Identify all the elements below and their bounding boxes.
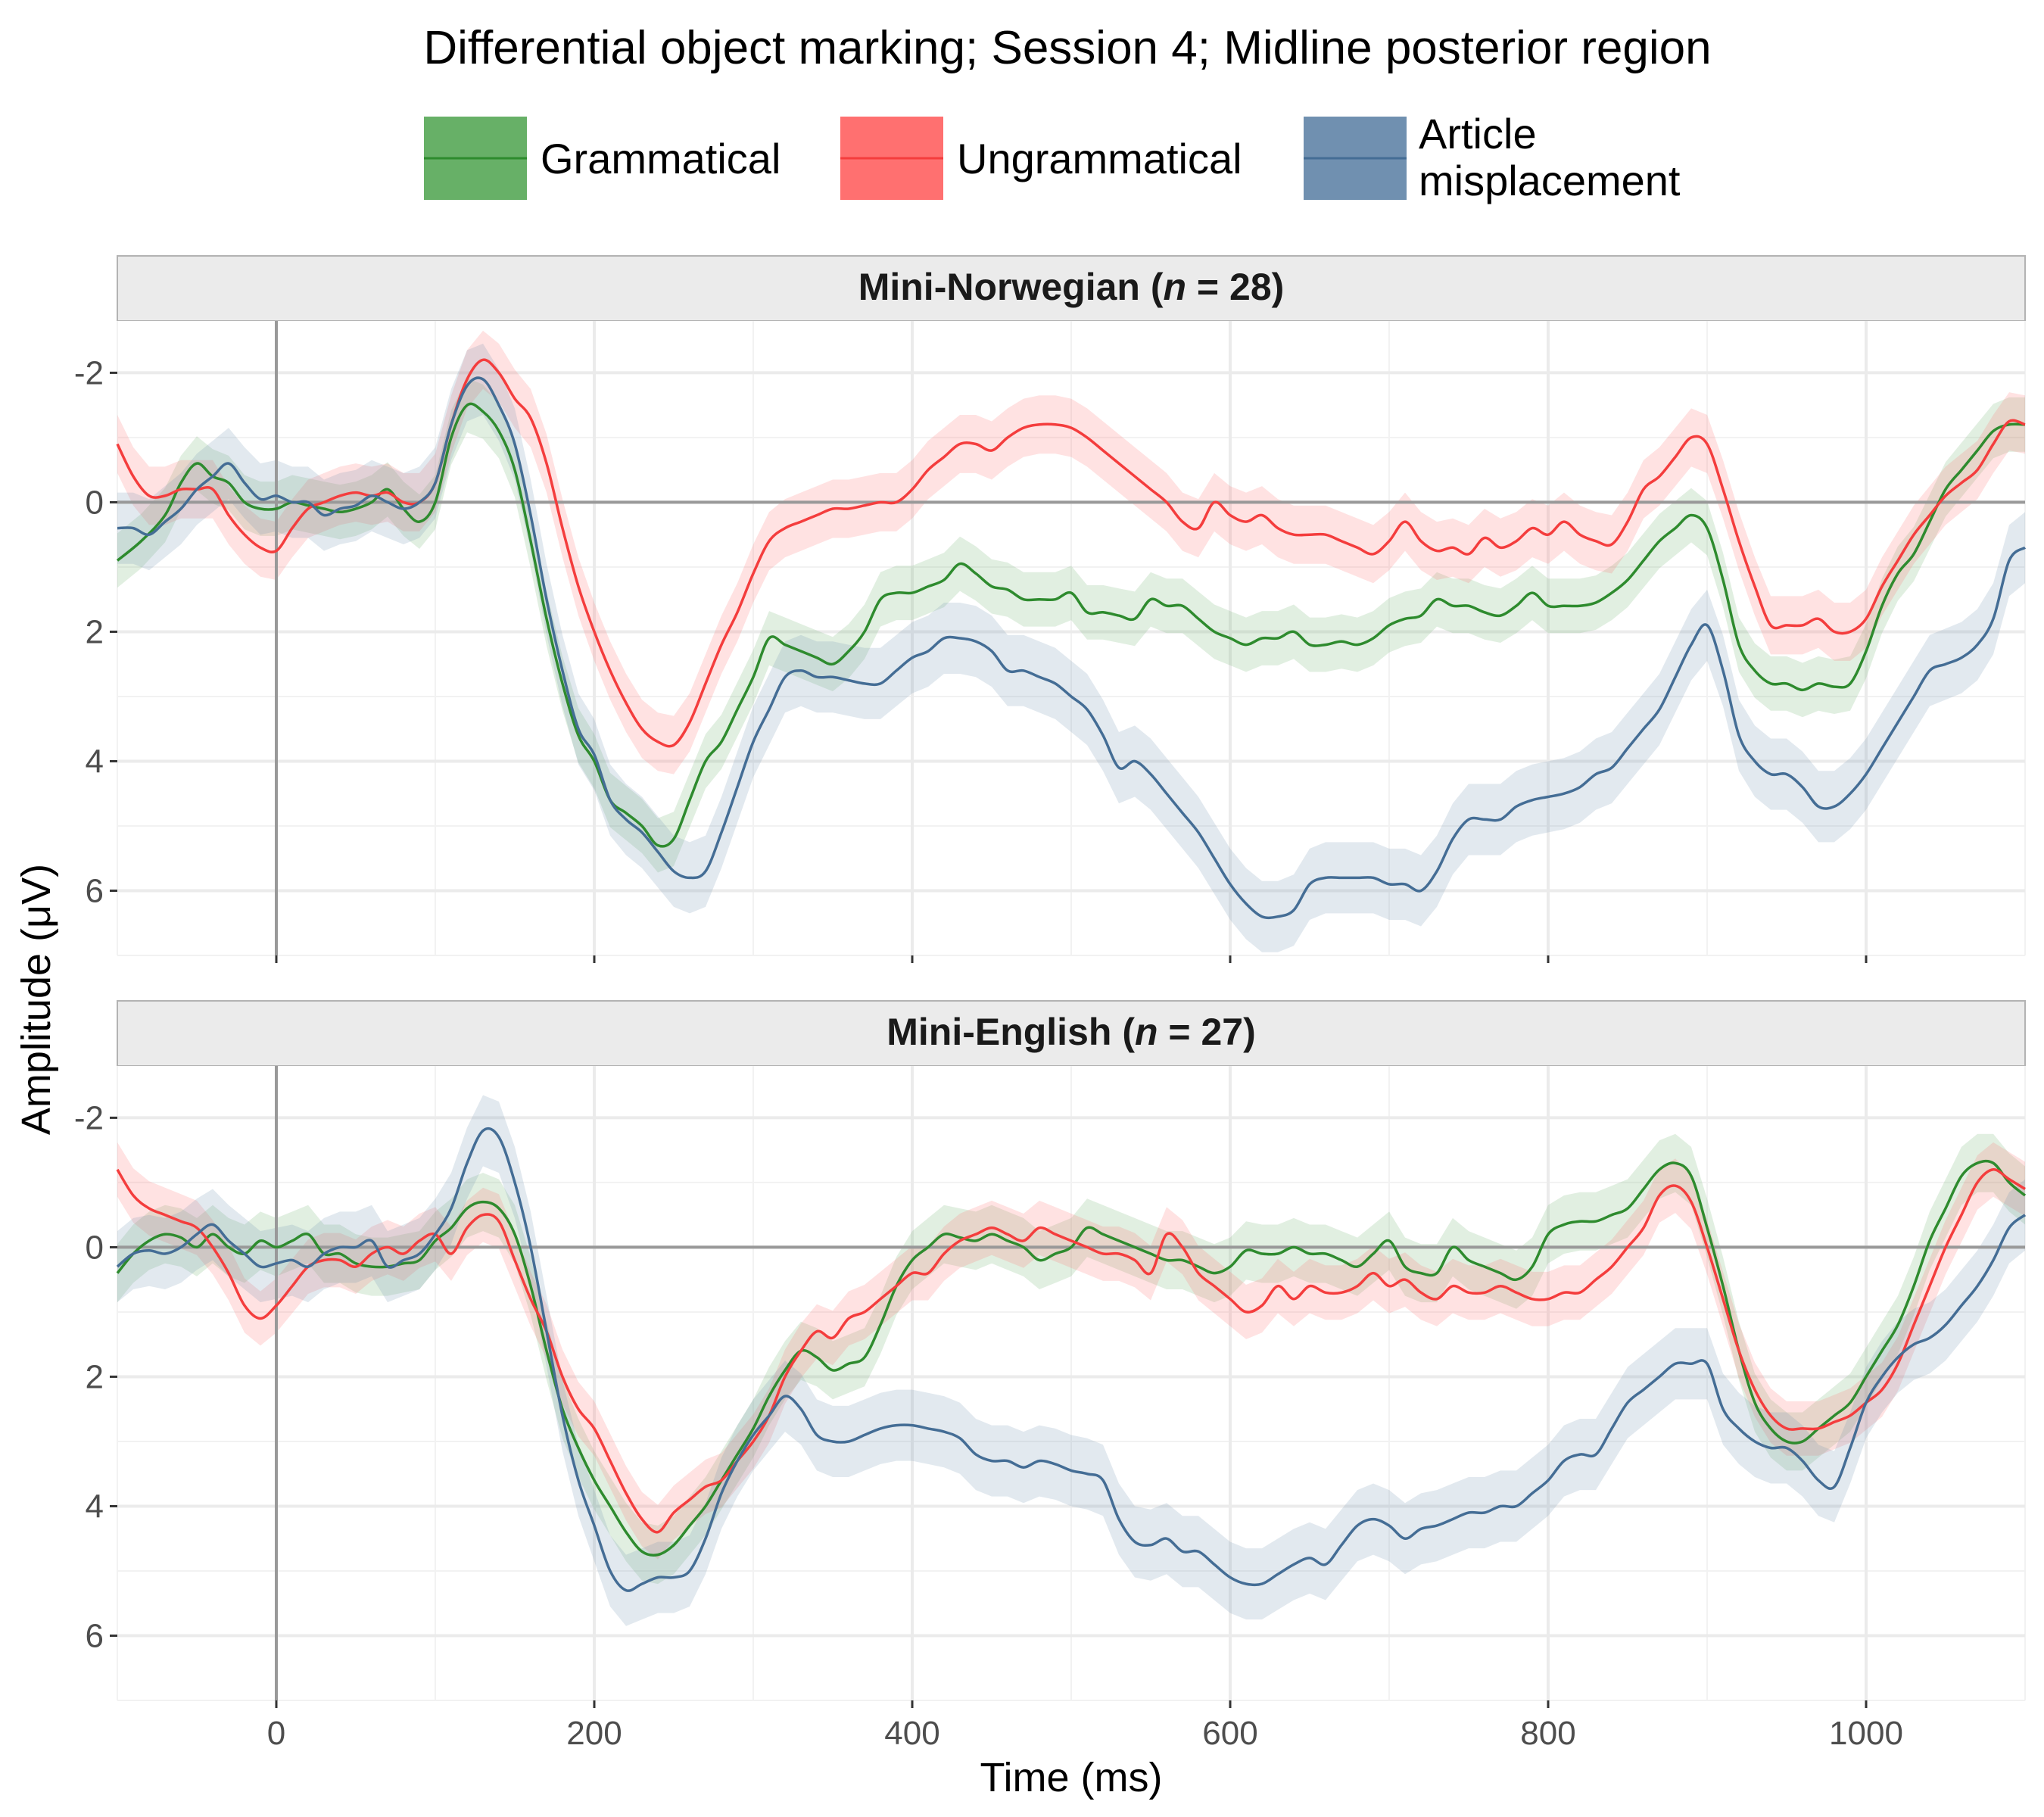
plot-area: -2 0 2 4 6 [74, 321, 2027, 963]
strip-name: Mini-Norwegian ( [858, 266, 1164, 308]
series-line-article-misplacement [116, 1127, 2027, 1592]
series-line-grammatical [116, 1159, 2027, 1557]
legend-label-article-misplacement-line1: Article [1419, 110, 1537, 157]
legend-item-ungrammatical: Ungrammatical [840, 117, 1242, 200]
y-tick-label: 4 [86, 1488, 104, 1525]
legend-label-grammatical: Grammatical [541, 135, 781, 182]
x-tick-label: 400 [884, 1715, 939, 1752]
panel-mini-english: Mini-English (n = 27) -2 0 2 4 6 [74, 1000, 2027, 1708]
strip-label: Mini-Norwegian (n = 28) [858, 266, 1285, 308]
y-tick-label: 0 [86, 1229, 104, 1266]
legend-label-ungrammatical: Ungrammatical [957, 135, 1242, 182]
x-tick-label: 200 [566, 1715, 622, 1752]
x-tick-label: 1000 [1829, 1715, 1903, 1752]
strip-n-symbol: n [1163, 266, 1186, 308]
y-tick-label: -2 [74, 354, 104, 391]
legend: Grammatical Ungrammatical Article mispla… [424, 110, 1681, 204]
plot-area: -2 0 2 4 6 [74, 1066, 2027, 1708]
ci-ribbon-article-misplacement [117, 343, 2025, 952]
series-line-article-misplacement [117, 376, 2027, 920]
y-axis-title: Amplitude (μV) [14, 864, 59, 1135]
strip-name: Mini-English ( [886, 1011, 1135, 1053]
strip-n-symbol: n [1135, 1011, 1158, 1053]
series-line-grammatical [116, 402, 2026, 848]
legend-item-grammatical: Grammatical [424, 117, 781, 200]
legend-label-article-misplacement-line2: misplacement [1419, 157, 1681, 204]
strip-n-value: = 27) [1158, 1011, 1256, 1053]
ci-ribbon-article-misplacement [117, 1095, 2025, 1626]
y-tick-label: 0 [86, 484, 104, 521]
y-tick-label: 4 [86, 743, 104, 780]
strip-background [117, 255, 2026, 322]
x-tick-label: 0 [267, 1715, 285, 1752]
ci-ribbon-ungrammatical [117, 1142, 2025, 1560]
ci-ribbon-ungrammatical [117, 330, 2025, 774]
x-axis: 0 200 400 600 800 1000 [267, 1715, 1903, 1752]
x-axis-title: Time (ms) [980, 1755, 1163, 1800]
y-tick-label: 2 [86, 613, 104, 650]
strip-label: Mini-English (n = 27) [886, 1011, 1256, 1053]
x-tick-label: 600 [1202, 1715, 1257, 1752]
x-tick-label: 800 [1520, 1715, 1575, 1752]
legend-item-article-misplacement: Article misplacement [1304, 110, 1681, 204]
y-tick-label: 6 [86, 1617, 104, 1654]
chart-title: Differential object marking; Session 4; … [423, 22, 1711, 74]
y-tick-label: 6 [86, 872, 104, 909]
panel-mini-norwegian: Mini-Norwegian (n = 28) -2 0 2 4 6 [74, 255, 2027, 963]
strip-n-value: = 28) [1186, 266, 1284, 308]
y-tick-label: 2 [86, 1358, 104, 1395]
strip-background [117, 1000, 2026, 1067]
ci-ribbon-grammatical [117, 378, 2025, 873]
y-tick-label: -2 [74, 1099, 104, 1136]
